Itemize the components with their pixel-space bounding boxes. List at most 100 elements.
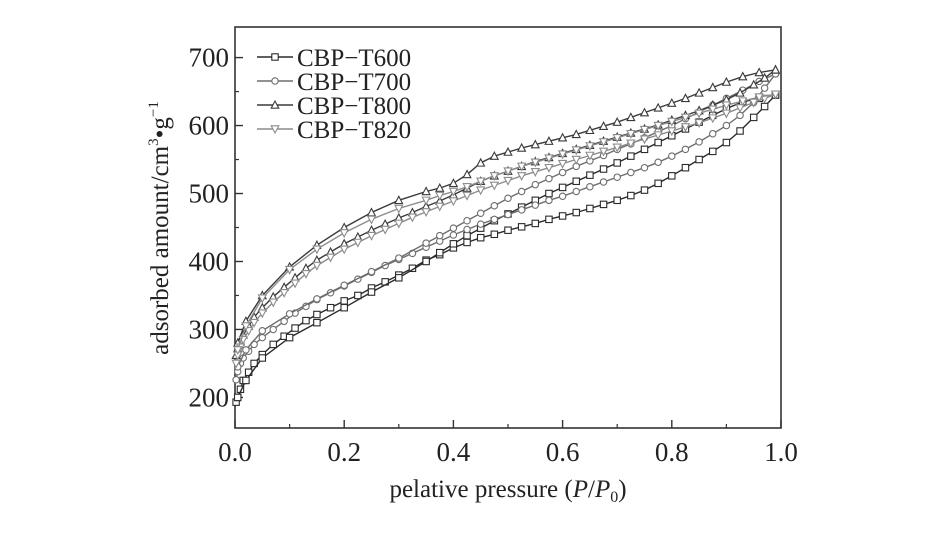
data-point [301,269,311,279]
data-point [626,112,636,122]
data-point [463,216,471,225]
data-point [516,142,527,152]
data-point [249,318,259,328]
series-3-desorption-line [237,69,776,344]
legend-marker [271,53,279,61]
data-point [613,196,621,205]
data-point [463,238,471,247]
data-point [708,129,717,138]
data-point [680,113,691,123]
data-point [503,176,513,186]
data-point [640,163,649,172]
data-point [586,204,594,213]
data-point [736,127,744,135]
data-point [531,219,540,228]
series-4 [231,90,781,369]
data-point [340,297,348,305]
data-point [476,209,485,217]
data-point [557,150,568,160]
data-point [231,359,241,369]
data-point [639,107,650,117]
data-point [640,186,649,194]
y-tick-label: 300 [189,314,230,344]
data-point [759,72,770,82]
data-point [232,375,240,384]
data-point [572,187,580,196]
data-point [627,168,635,177]
data-point [531,201,540,209]
data-point [544,136,554,145]
data-point [516,172,527,182]
data-point [476,233,485,242]
data-point [489,150,500,160]
data-point [490,230,499,239]
data-point [572,208,580,217]
data-point [558,168,567,177]
data-point [325,253,336,263]
data-point [708,147,717,156]
data-point [340,281,348,290]
series-layer [231,64,781,406]
data-point [421,208,431,218]
data-point [695,155,703,164]
data-point [667,127,677,137]
data-point [353,238,363,248]
data-point [558,212,567,220]
data-point [285,333,294,342]
data-point [598,138,609,148]
legend-marker [270,99,280,109]
data-point [380,225,390,235]
data-point [721,101,732,111]
data-point [285,310,294,318]
data-point [504,194,512,203]
data-point [421,186,431,196]
y-tick-label: 600 [189,111,230,141]
x-tick-label: 1.0 [764,437,798,467]
data-point [241,322,251,332]
data-point [760,84,769,92]
data-point [268,298,278,308]
data-point [544,163,554,173]
data-point [639,135,650,145]
data-point [395,274,403,282]
data-point [312,261,322,271]
data-point [571,129,581,139]
data-point [242,376,250,385]
data-point [599,165,608,173]
data-point [760,102,769,111]
data-point [585,142,595,152]
data-point [257,309,268,319]
data-point [490,215,499,224]
data-point [654,179,662,188]
data-point [421,196,431,206]
data-point [302,316,310,325]
data-point [530,158,541,168]
data-point [694,87,704,97]
legend-marker [270,125,280,135]
data-point [366,207,377,217]
data-point [585,125,595,135]
data-point [422,239,430,247]
legend-label: CBP−T600 [297,45,411,72]
series-2-adsorption-line [235,73,777,380]
data-point [313,295,321,303]
data-point [476,220,485,228]
y-tick-label: 400 [189,246,230,276]
data-point [653,121,663,131]
data-point [735,104,745,114]
x-tick-label: 0.0 [218,437,252,467]
data-point [708,114,718,124]
data-point [435,202,445,212]
data-point [749,113,758,122]
data-point [627,152,635,160]
data-point [770,64,781,74]
data-point [435,182,445,192]
data-point [668,152,676,160]
data-point [269,340,277,349]
data-point [735,87,745,97]
data-point [708,82,718,92]
data-point [280,317,288,326]
data-point [407,213,418,223]
data-point [504,210,512,219]
data-point [530,139,541,149]
